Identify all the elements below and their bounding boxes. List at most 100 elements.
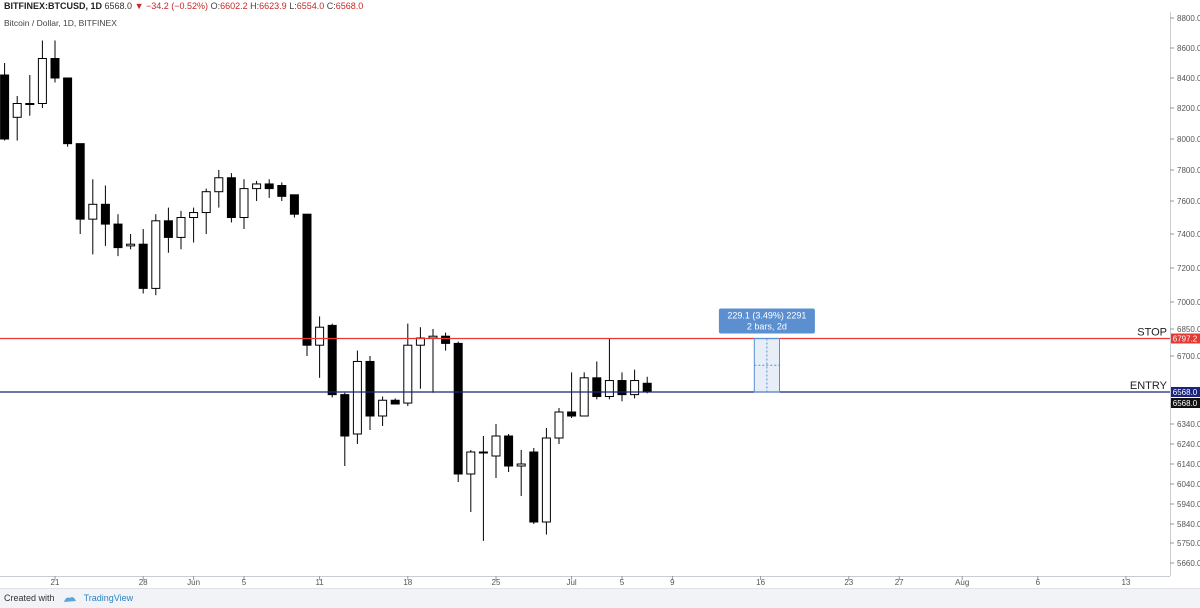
candle-body <box>642 382 652 393</box>
measure-text-line2: 2 bars, 2d <box>747 322 787 332</box>
x-tick-label: 9 <box>670 578 675 587</box>
candle-body <box>163 220 173 238</box>
candle <box>75 143 85 234</box>
candle-body <box>302 213 312 346</box>
candle-body <box>100 203 110 225</box>
candle <box>226 173 236 223</box>
candle <box>441 332 451 351</box>
candle-body <box>365 360 375 417</box>
stop-label: STOP <box>1137 327 1167 339</box>
open-label: O: <box>210 1 221 11</box>
candle <box>315 316 325 378</box>
candle <box>138 229 148 294</box>
candle <box>504 434 514 472</box>
candle <box>189 207 199 243</box>
candle-body <box>579 377 589 417</box>
candle <box>264 179 274 198</box>
candle <box>567 372 577 418</box>
candle <box>113 214 123 257</box>
candle-body <box>214 177 224 193</box>
candle-body <box>630 380 640 396</box>
candle-body <box>264 183 274 190</box>
symbol-label: BITFINEX:BTCUSD, 1D <box>4 1 103 11</box>
candles <box>0 40 652 541</box>
y-tick-label: 5750.0 <box>1177 539 1200 548</box>
candle <box>352 350 362 444</box>
candle-body <box>75 143 85 220</box>
candle-body <box>378 399 388 417</box>
candle <box>554 408 564 444</box>
stop-price-tag <box>1171 333 1200 344</box>
candle-body <box>176 217 186 238</box>
candle-body <box>327 324 337 396</box>
entry-price-label: 6568.0 <box>1173 388 1198 397</box>
x-tick-label: 25 <box>492 578 501 587</box>
x-tick-label: 23 <box>844 578 853 587</box>
high-label: H: <box>250 1 260 11</box>
x-tick-label: 27 <box>895 578 904 587</box>
candle <box>466 450 476 512</box>
x-tick-label: Jul <box>566 578 576 587</box>
candle-body <box>50 58 60 79</box>
candle-body <box>441 335 451 344</box>
measure-text-line1: 229.1 (3.49%) 2291 <box>727 311 806 321</box>
last-price-tag <box>1171 398 1200 408</box>
candle-body <box>340 394 350 437</box>
x-tick-label: 5 <box>242 578 247 587</box>
x-tick-label: 11 <box>315 578 324 587</box>
candle <box>252 180 262 201</box>
x-tick-label: 13 <box>1122 578 1131 587</box>
candle <box>25 75 35 116</box>
candle-body <box>189 212 199 219</box>
candle-body <box>529 451 539 523</box>
y-axis: 5660.0 5750.0 5840.0 5940.0 6040.0 6140.0 6240… <box>1170 14 1200 568</box>
symbol-header: BITFINEX:BTCUSD, 1D 6568.0 ▼ −34.2 (−0.5… <box>0 0 1200 12</box>
x-tick-label: 21 <box>51 578 60 587</box>
y-tick-label: 6340.0 <box>1177 420 1200 429</box>
y-tick-label: 6850.0 <box>1177 325 1200 334</box>
candle-body <box>390 399 400 405</box>
y-tick-label: 7000.0 <box>1177 298 1200 307</box>
candle <box>478 436 488 541</box>
tradingview-brand[interactable]: TradingView <box>83 593 134 603</box>
candle-body <box>88 203 98 220</box>
candle-body <box>138 243 148 289</box>
candle <box>0 63 10 141</box>
y-tick-label: 8200.0 <box>1177 104 1200 113</box>
last-price-label: 6568.0 <box>1173 399 1198 408</box>
chart-title: Bitcoin / Dollar, 1D, BITFINEX <box>4 18 117 28</box>
candle-body <box>491 435 501 457</box>
candle <box>201 188 211 234</box>
candle <box>529 448 539 524</box>
candle-body <box>403 344 413 404</box>
candle <box>630 369 640 399</box>
candle <box>239 179 249 230</box>
y-tick-label: 7800.0 <box>1177 166 1200 175</box>
entry-label: ENTRY <box>1130 380 1168 392</box>
candle <box>302 213 312 356</box>
y-tick-label: 6040.0 <box>1177 480 1200 489</box>
candle <box>390 398 400 405</box>
low-value: 6554.0 <box>296 1 325 11</box>
candle <box>126 234 136 250</box>
candle <box>516 450 526 496</box>
candle-body <box>592 377 602 397</box>
y-tick-label: 5940.0 <box>1177 500 1200 509</box>
y-tick-label: 7200.0 <box>1177 264 1200 273</box>
x-tick-label: 16 <box>756 578 765 587</box>
candle-body <box>352 360 362 435</box>
y-tick-label: 5660.0 <box>1177 559 1200 568</box>
candle <box>100 185 110 246</box>
candle-body <box>315 326 325 346</box>
price-chart[interactable]: 21 28 Jun 5 11 18 25 Jul 5 9 16 23 27 Aug 6 13 5660.0 57… <box>0 0 1200 588</box>
down-arrow-icon: ▼ <box>134 1 144 11</box>
candle-body <box>567 411 577 417</box>
x-tick-label: 5 <box>620 578 625 587</box>
candle <box>378 396 388 426</box>
candle-body <box>466 451 476 475</box>
candle <box>365 356 375 430</box>
y-tick-label: 8400.0 <box>1177 74 1200 83</box>
entry-price-tag <box>1171 387 1200 397</box>
y-tick-label: 6700.0 <box>1177 352 1200 361</box>
candle-body <box>25 103 35 105</box>
